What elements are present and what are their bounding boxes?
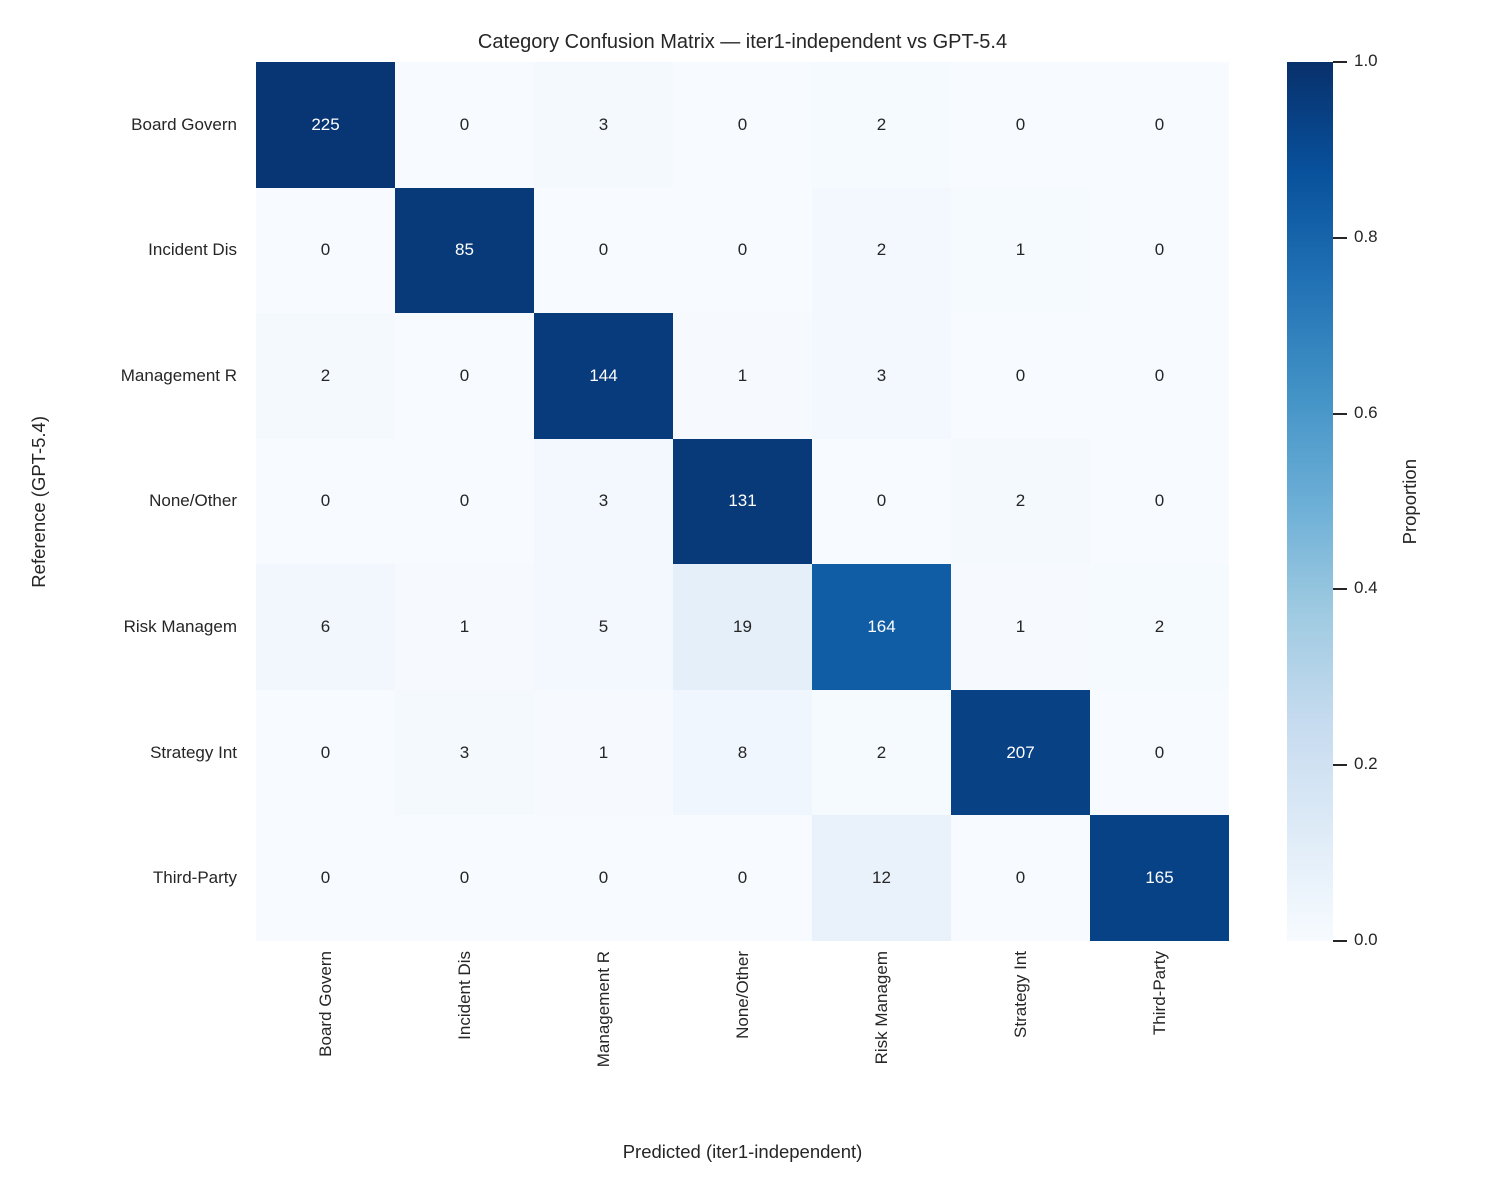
x-tick-label-text: Management R <box>593 951 613 1068</box>
colorbar-gradient <box>1287 62 1333 941</box>
heatmap-cell: 0 <box>534 187 673 314</box>
heatmap-cell: 0 <box>1090 438 1229 565</box>
heatmap-cell: 1 <box>395 564 534 690</box>
y-tick-label: Strategy Int <box>150 742 237 762</box>
heatmap-cell: 0 <box>256 689 395 816</box>
x-tick-label: None/Other <box>673 951 812 1039</box>
heatmap-cell: 3 <box>395 689 534 816</box>
colorbar-label-text: Proportion <box>1399 458 1420 545</box>
heatmap-cell: 0 <box>812 438 951 565</box>
heatmap-cell: 0 <box>1090 689 1229 816</box>
heatmap-cell: 0 <box>951 313 1090 439</box>
heatmap-cell: 131 <box>673 438 812 565</box>
heatmap-cell: 8 <box>673 689 812 816</box>
x-tick-label-text: Risk Managem <box>871 951 891 1065</box>
heatmap-cell: 19 <box>673 564 812 690</box>
heatmap-cell: 2 <box>1090 564 1229 690</box>
heatmap-cell: 0 <box>1090 62 1229 188</box>
colorbar-tick-label: 0.2 <box>1354 754 1378 774</box>
colorbar-tick-mark <box>1333 412 1347 415</box>
colorbar-label: Proportion <box>1397 62 1423 941</box>
x-axis-tick-labels: Board Govern Incident Dis Management R None… <box>256 951 1229 1141</box>
heatmap-cell: 207 <box>951 689 1090 816</box>
x-tick-label: Third-Party <box>1090 951 1229 1035</box>
heatmap-cell: 0 <box>1090 187 1229 314</box>
colorbar-tick-label: 0.0 <box>1354 930 1378 950</box>
heatmap-cell: 0 <box>395 62 534 188</box>
x-tick-label-text: Strategy Int <box>1010 951 1030 1038</box>
colorbar-tick-label: 1.0 <box>1354 51 1378 71</box>
heatmap-cell: 225 <box>256 62 395 188</box>
colorbar-tick-label: 0.6 <box>1354 402 1378 422</box>
heatmap-cell: 0 <box>673 187 812 314</box>
heatmap-cell: 144 <box>534 313 673 439</box>
heatmap-cell: 0 <box>673 815 812 941</box>
heatmap-cell: 164 <box>812 564 951 690</box>
heatmap-grid: 225 0 3 0 2 0 0 0 85 0 0 2 1 0 2 0 144 1 3 0 0 0 0 3 131 0 2 0 6 1 5 19… <box>256 62 1229 941</box>
heatmap-cell: 3 <box>534 438 673 565</box>
colorbar-tick-label: 0.8 <box>1354 226 1378 246</box>
y-tick-label: Third-Party <box>152 868 237 888</box>
x-tick-label-text: Board Govern <box>315 951 335 1057</box>
heatmap-cell: 3 <box>534 62 673 188</box>
heatmap-cell: 2 <box>256 313 395 439</box>
y-axis-tick-labels: Board Govern Incident Dis Management R None… <box>0 62 242 941</box>
heatmap-cell: 0 <box>256 187 395 314</box>
colorbar-tick-mark <box>1333 588 1347 591</box>
heatmap-cell: 2 <box>812 62 951 188</box>
x-axis-title: Predicted (iter1-independent) <box>622 1141 863 1162</box>
heatmap-cell: 0 <box>534 815 673 941</box>
heatmap-cell: 0 <box>1090 313 1229 439</box>
x-tick-label-text: Third-Party <box>1149 951 1169 1036</box>
y-tick-label: Incident Dis <box>148 240 237 260</box>
heatmap-cell: 0 <box>951 815 1090 941</box>
chart-title: Category Confusion Matrix — iter1-indepe… <box>477 31 1008 53</box>
heatmap-cell: 2 <box>812 187 951 314</box>
heatmap-cell: 0 <box>256 438 395 565</box>
x-tick-label: Incident Dis <box>395 951 534 1040</box>
heatmap-cell: 1 <box>951 564 1090 690</box>
x-tick-label: Risk Managem <box>812 951 951 1064</box>
colorbar-tick-mark <box>1333 764 1347 767</box>
heatmap-cell: 0 <box>395 438 534 565</box>
heatmap-cell: 1 <box>951 187 1090 314</box>
heatmap-cell: 1 <box>534 689 673 816</box>
colorbar-tick-label: 0.4 <box>1354 578 1378 598</box>
colorbar-tick-mark <box>1333 940 1347 942</box>
heatmap-cell: 0 <box>673 62 812 188</box>
heatmap-cell: 12 <box>812 815 951 941</box>
heatmap-cell: 3 <box>812 313 951 439</box>
heatmap-cell: 6 <box>256 564 395 690</box>
y-tick-label: Board Govern <box>131 114 237 134</box>
heatmap-cell: 85 <box>395 187 534 314</box>
heatmap-cell: 2 <box>951 438 1090 565</box>
x-tick-label-text: None/Other <box>732 951 752 1039</box>
x-tick-label: Management R <box>534 951 673 1067</box>
colorbar-tick-mark <box>1333 236 1347 239</box>
y-tick-label: Management R <box>120 365 237 385</box>
y-tick-label: None/Other <box>149 491 237 511</box>
y-tick-label: Risk Managem <box>123 617 237 637</box>
x-tick-label: Board Govern <box>256 951 395 1057</box>
heatmap-cell: 1 <box>673 313 812 439</box>
heatmap-cell: 2 <box>812 689 951 816</box>
heatmap-cell: 0 <box>395 313 534 439</box>
x-tick-label: Strategy Int <box>951 951 1090 1038</box>
heatmap-cell: 165 <box>1090 815 1229 941</box>
heatmap-cell: 5 <box>534 564 673 690</box>
heatmap-cell: 0 <box>256 815 395 941</box>
heatmap-cell: 0 <box>395 815 534 941</box>
heatmap-cell: 0 <box>951 62 1090 188</box>
x-tick-label-text: Incident Dis <box>454 951 474 1040</box>
colorbar-tick-mark <box>1333 61 1347 63</box>
